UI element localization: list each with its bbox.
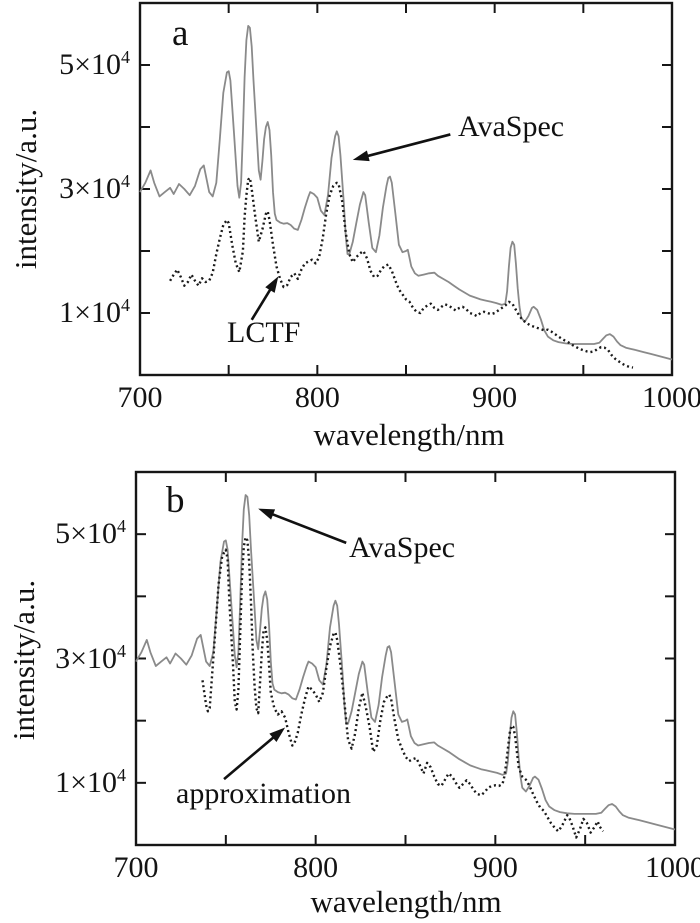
annotation-arrowhead-a-1 bbox=[265, 276, 279, 293]
annotation-arrow-line-a-0 bbox=[361, 133, 451, 159]
annotation-lctf-panel-a: LCTF bbox=[227, 316, 301, 349]
x-axis-label-panel-a: wavelength/nm bbox=[313, 417, 505, 452]
annotation-arrowhead-a-0 bbox=[352, 150, 370, 162]
annotation-avaspec-panel-a: AvaSpec bbox=[458, 110, 565, 143]
annotation-arrow-line-b-1 bbox=[223, 732, 279, 781]
annotation-avaspec-panel-b: AvaSpec bbox=[349, 531, 456, 564]
x-tick-label-b-700: 700 bbox=[113, 851, 159, 884]
x-tick-label-a-1000: 1000 bbox=[642, 381, 700, 414]
annotation-arrowhead-b-0 bbox=[258, 508, 276, 520]
annotation-arrow-line-a-1 bbox=[250, 283, 275, 321]
panel-letter-b: b bbox=[166, 480, 185, 521]
series-avaspec-b bbox=[135, 494, 676, 831]
annotation-arrowhead-b-1 bbox=[269, 727, 286, 743]
series-avaspec-a bbox=[139, 25, 673, 361]
x-tick-label-a-900: 900 bbox=[472, 381, 518, 414]
y-tick-label-b-10000: 1×104 bbox=[55, 764, 126, 799]
x-axis-label-panel-b: wavelength/nm bbox=[310, 884, 502, 919]
x-tick-label-b-1000: 1000 bbox=[645, 851, 700, 884]
y-tick-label-b-30000: 3×104 bbox=[55, 640, 126, 675]
annotation-arrow-line-b-0 bbox=[266, 510, 347, 545]
x-tick-label-a-700: 700 bbox=[117, 381, 163, 414]
panel-letter-a: a bbox=[172, 13, 189, 54]
y-tick-label-b-50000: 5×104 bbox=[55, 516, 126, 551]
annotation-approximation-panel-b: approximation bbox=[176, 777, 351, 810]
y-tick-label-a-10000: 1×104 bbox=[59, 295, 130, 329]
x-tick-label-b-800: 800 bbox=[293, 851, 339, 884]
x-tick-label-b-900: 900 bbox=[472, 851, 518, 884]
series-approximation-b bbox=[201, 536, 605, 839]
y-tick-label-a-30000: 3×104 bbox=[59, 171, 130, 205]
y-tick-label-a-50000: 5×104 bbox=[59, 47, 130, 81]
axes-box-a bbox=[138, 1, 674, 377]
x-tick-label-a-800: 800 bbox=[294, 381, 340, 414]
